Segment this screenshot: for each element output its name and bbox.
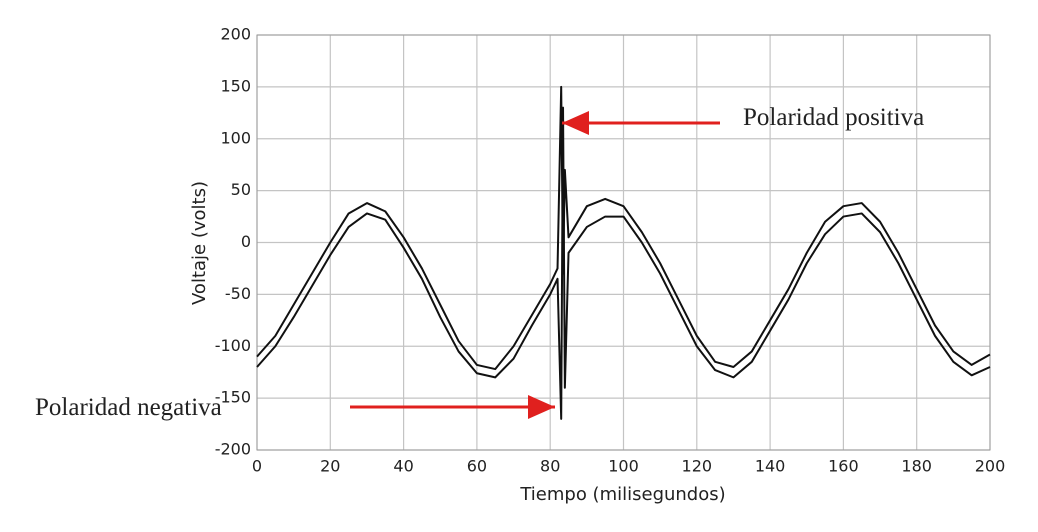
lines <box>256 85 991 420</box>
y-tick-label: -100 <box>215 336 251 355</box>
plot-frame <box>256 34 991 451</box>
x-tick-label: 60 <box>467 457 487 476</box>
y-tick-label: 50 <box>231 180 251 199</box>
y-tick-label: 200 <box>220 25 251 44</box>
y-tick-label: 100 <box>220 128 251 147</box>
y-axis-label: Voltaje (volts) <box>189 181 210 305</box>
x-tick-label: 180 <box>901 457 932 476</box>
series-line <box>256 106 991 420</box>
x-tick-label: 20 <box>320 457 340 476</box>
annotation: Polaridad positiva <box>743 104 924 131</box>
x-tick-label: 40 <box>393 457 413 476</box>
series-line <box>256 85 991 371</box>
y-tick-label: -50 <box>225 284 251 303</box>
y-tick-label: -150 <box>215 388 251 407</box>
annotation: Polaridad negativa <box>35 394 222 421</box>
x-tick-label: 120 <box>682 457 713 476</box>
x-tick-label: 80 <box>540 457 560 476</box>
y-tick-label: -200 <box>215 440 251 459</box>
y-tick-label: 0 <box>241 232 251 251</box>
grid <box>256 34 991 451</box>
x-axis-label: Tiempo (milisegundos) <box>519 484 725 505</box>
x-tick-label: 160 <box>828 457 859 476</box>
x-tick-label: 0 <box>252 457 262 476</box>
y-tick-label: 150 <box>220 76 251 95</box>
x-tick-label: 140 <box>755 457 786 476</box>
x-tick-label: 200 <box>975 457 1006 476</box>
x-tick-label: 100 <box>608 457 639 476</box>
